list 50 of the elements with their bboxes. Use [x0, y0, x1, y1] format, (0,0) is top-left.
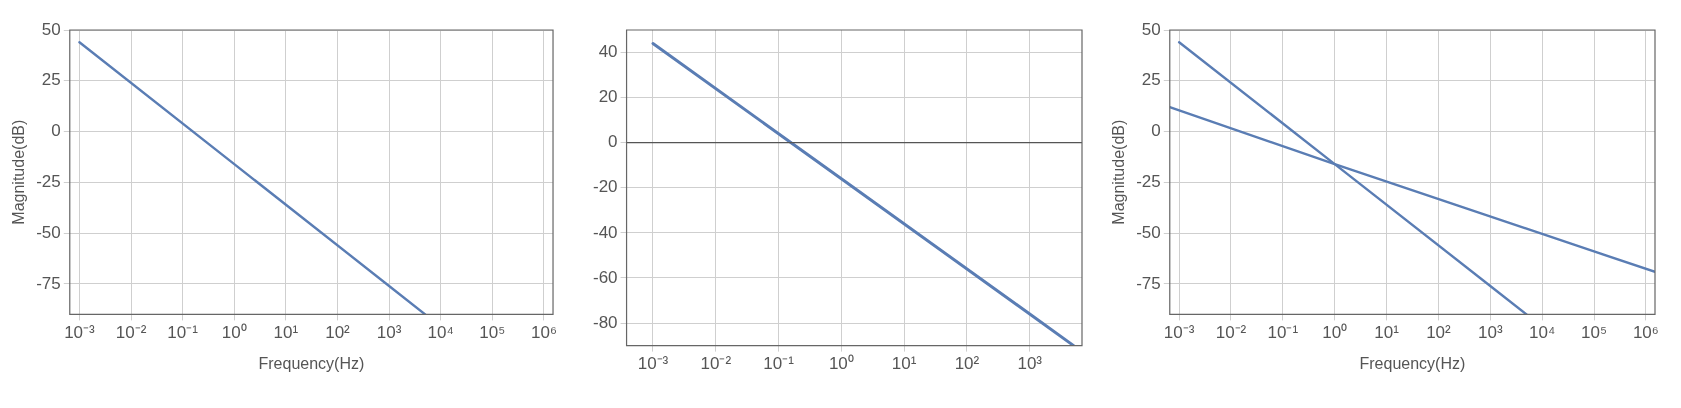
y-tick-label: -25 [36, 172, 61, 192]
y-tick-label: -40 [592, 222, 618, 242]
x-tick-label: 10² [954, 354, 980, 374]
x-tick-label: 10³ [1017, 354, 1043, 374]
x-tick-label: 10¹ [1374, 323, 1400, 343]
y-tick-label: 0 [1151, 121, 1161, 141]
y-tick-label: 50 [1141, 19, 1161, 39]
y-tick-label: -25 [1136, 172, 1161, 192]
x-axis-title: Frequency(Hz) [258, 354, 365, 372]
x-tick-label: 10³ [376, 323, 402, 343]
y-tick-label: -50 [1136, 222, 1161, 242]
x-tick-label: 10³ [1478, 323, 1503, 343]
y-tick-label: 25 [1141, 70, 1161, 90]
x-tick-label: 10⁶ [530, 323, 557, 343]
y-tick-label: -20 [592, 177, 618, 197]
y-axis-title: Magnitude(dB) [1110, 119, 1128, 225]
x-tick-label: 10⁴ [427, 323, 454, 343]
x-tick-label: 10⁻³ [1163, 323, 1195, 343]
x-tick-label: 10⁻² [1215, 323, 1247, 343]
x-tick-label: 10⁻¹ [763, 354, 795, 374]
y-tick-label: -80 [592, 312, 618, 332]
x-axis-title: Frequency(Hz) [1359, 354, 1466, 372]
y-tick-label: 25 [41, 70, 61, 90]
x-tick-label: 10⁻¹ [1267, 323, 1299, 343]
x-tick-label: 10⁰ [221, 323, 247, 343]
x-tick-label: 10⁻² [115, 323, 147, 343]
y-tick-label: 40 [598, 42, 618, 62]
y-tick-label: 0 [51, 121, 61, 141]
x-tick-label: 10⁴ [1529, 323, 1556, 343]
y-tick-label: -75 [36, 273, 61, 293]
x-tick-label: 10² [1426, 323, 1452, 343]
x-tick-label: 10¹ [891, 354, 917, 374]
y-tick-label: 0 [608, 132, 618, 152]
x-tick-label: 10² [325, 323, 351, 343]
y-axis-title: Magnitude(dB) [10, 119, 28, 225]
x-tick-label: 10⁰ [828, 354, 854, 374]
x-tick-label: 10⁻³ [64, 323, 96, 343]
y-tick-label: -50 [36, 222, 61, 242]
y-tick-label: -60 [592, 267, 618, 287]
x-tick-label: 10⁶ [1632, 323, 1659, 343]
x-tick-label: 10⁵ [479, 323, 506, 343]
x-tick-label: 10⁻² [700, 354, 732, 374]
y-tick-label: 50 [41, 19, 61, 39]
x-tick-label: 10⁰ [1322, 323, 1348, 343]
x-tick-label: 10⁻³ [637, 354, 669, 374]
x-tick-label: 10⁻¹ [167, 323, 199, 343]
x-tick-label: 10⁵ [1581, 323, 1607, 343]
y-tick-label: -75 [1136, 273, 1161, 293]
y-tick-label: 20 [598, 87, 618, 107]
x-tick-label: 10¹ [273, 323, 299, 343]
